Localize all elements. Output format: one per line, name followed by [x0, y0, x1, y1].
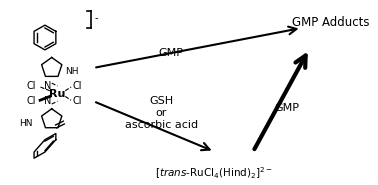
- Text: NH: NH: [65, 67, 79, 76]
- Text: Cl: Cl: [72, 81, 82, 91]
- Text: Cl: Cl: [27, 81, 36, 91]
- Text: HN: HN: [19, 119, 33, 128]
- Text: or: or: [155, 108, 167, 118]
- Text: ascorbic acid: ascorbic acid: [125, 120, 198, 130]
- Text: [$\it{trans}$-RuCl$_4$(Hind)$_2$]$^{2-}$: [$\it{trans}$-RuCl$_4$(Hind)$_2$]$^{2-}$: [155, 166, 273, 181]
- Text: GMP: GMP: [274, 103, 299, 113]
- Text: GMP: GMP: [158, 48, 183, 58]
- Text: GSH: GSH: [149, 96, 173, 106]
- Text: N: N: [44, 81, 51, 91]
- Text: Cl: Cl: [27, 96, 36, 106]
- Text: Cl: Cl: [72, 96, 82, 106]
- Text: Ru: Ru: [50, 89, 66, 99]
- Text: N: N: [44, 96, 51, 106]
- Text: GMP Adducts: GMP Adducts: [292, 16, 369, 29]
- Text: -: -: [94, 13, 98, 23]
